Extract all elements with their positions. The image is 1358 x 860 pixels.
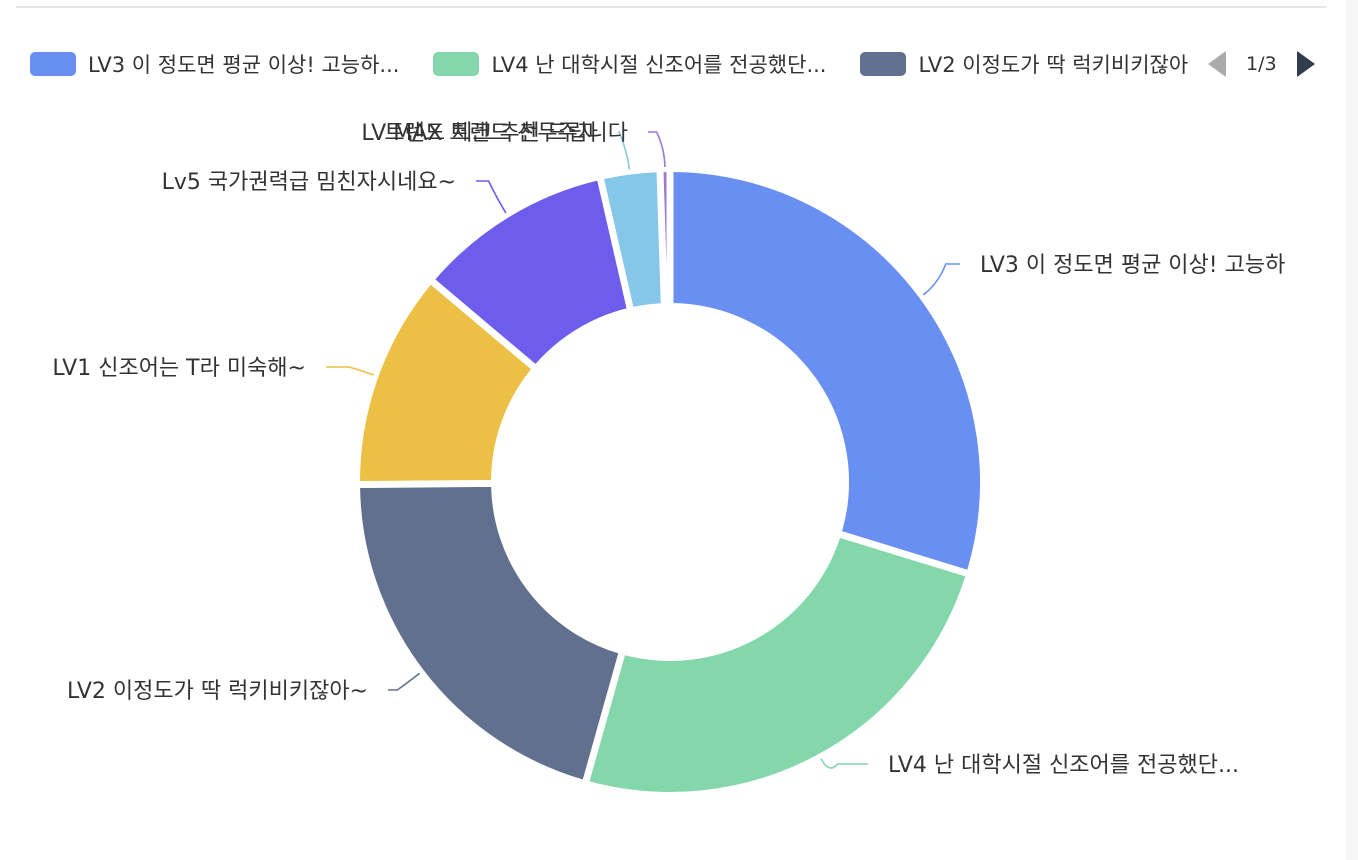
- legend-page-indicator: 1/3: [1246, 53, 1277, 75]
- donut-slice-5[interactable]: [432, 178, 629, 367]
- legend-swatch-lv2: [860, 52, 907, 76]
- legend-prev-page-icon[interactable]: [1206, 49, 1228, 79]
- legend-label-lv4: LV4 난 대학시절 신조어를 전공했단...: [491, 53, 827, 77]
- legend-items: LV3 이 정도면 평균 이상! 고능하... LV4 난 대학시절 신조어를 …: [30, 42, 1188, 86]
- slice-label-5: Lv5 국가권력급 밈친자시네요~: [162, 170, 456, 195]
- legend-item-lv3[interactable]: LV3 이 정도면 평균 이상! 고능하...: [30, 42, 399, 86]
- label-leader-line-6: [618, 131, 631, 170]
- donut-slice-7[interactable]: [661, 170, 669, 306]
- donut-slice-1[interactable]: [671, 170, 982, 572]
- slice-label-6: LV MAX 트렌드 선두주자: [361, 121, 598, 146]
- legend-label-lv2: LV2 이정도가 딱 럭키비키잖아~: [918, 53, 1188, 77]
- legend-label-lv3: LV3 이 정도면 평균 이상! 고능하...: [88, 53, 400, 77]
- donut-slice-4[interactable]: [358, 282, 534, 484]
- legend-swatch-lv3: [30, 52, 76, 76]
- scrollbar-track[interactable]: [1346, 0, 1358, 860]
- label-leader-line-7: [648, 131, 666, 168]
- legend-item-lv2[interactable]: LV2 이정도가 딱 럭키비키잖아~: [860, 42, 1188, 86]
- chart-legend: LV3 이 정도면 평균 이상! 고능하... LV4 난 대학시절 신조어를 …: [30, 42, 1330, 86]
- legend-pager: 1/3: [1206, 42, 1317, 86]
- slice-label-3: LV2 이정도가 딱 럭키비키잖아~: [67, 679, 368, 704]
- top-divider: [16, 6, 1326, 8]
- label-leader-line-4: [326, 366, 374, 376]
- slice-label-1: LV3 이 정도면 평균 이상! 고능하: [980, 253, 1285, 278]
- legend-next-page-icon[interactable]: [1295, 49, 1317, 79]
- label-leader-line-3: [388, 672, 421, 691]
- legend-item-lv4[interactable]: LV4 난 대학시절 신조어를 전공했단...: [433, 42, 826, 86]
- slice-label-2: LV4 난 대학시절 신조어를 전공했단...: [888, 753, 1239, 778]
- slice-label-4: LV1 신조어는 T라 미숙해~: [52, 356, 306, 381]
- legend-swatch-lv4: [433, 52, 480, 76]
- donut-slice-6[interactable]: [601, 170, 663, 309]
- slice-label-7: 트렌드 체크 추천 드립니다: [384, 121, 628, 146]
- label-leader-line-2: [820, 758, 868, 769]
- donut-slice-3[interactable]: [358, 484, 621, 782]
- label-leader-line-1: [922, 263, 960, 296]
- donut-slice-2[interactable]: [587, 535, 968, 794]
- label-leader-line-5: [476, 180, 507, 214]
